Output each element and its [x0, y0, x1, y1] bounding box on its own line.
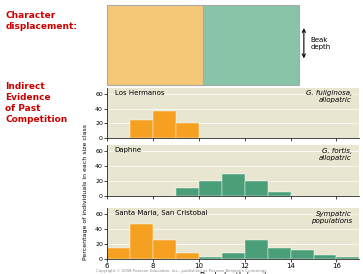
Bar	[268, 192, 290, 196]
X-axis label: Beak depth (mm): Beak depth (mm)	[200, 272, 267, 274]
Text: G. fortis,
allopatric: G. fortis, allopatric	[319, 148, 352, 161]
Text: Daphne: Daphne	[115, 147, 142, 153]
Bar	[245, 240, 268, 259]
Text: Copyright © 2008 Pearson Education, Inc., publishing as Pearson Benjamin Cumming: Copyright © 2008 Pearson Education, Inc.…	[96, 269, 267, 273]
Bar	[130, 224, 153, 259]
Text: Santa Maria, San Cristobal: Santa Maria, San Cristobal	[115, 210, 207, 216]
Bar	[107, 5, 203, 85]
Bar	[268, 248, 290, 259]
Bar	[153, 240, 176, 259]
Bar	[153, 111, 176, 138]
Bar	[199, 257, 222, 259]
Text: Percentage of individuals in each size class: Percentage of individuals in each size c…	[83, 124, 88, 260]
Text: Sympatric
populations: Sympatric populations	[311, 211, 352, 224]
Bar	[203, 5, 299, 85]
Bar	[199, 181, 222, 196]
Bar	[222, 173, 245, 196]
Text: G. fuliginosa,
allopatric: G. fuliginosa, allopatric	[306, 90, 352, 103]
Bar	[245, 181, 268, 196]
Text: Beak
depth: Beak depth	[310, 37, 330, 50]
Bar	[337, 258, 359, 259]
Bar	[314, 255, 337, 259]
Text: Character
displacement:: Character displacement:	[5, 11, 77, 31]
Bar	[176, 253, 199, 259]
Bar	[176, 124, 199, 138]
Bar	[107, 248, 130, 259]
Bar	[176, 189, 199, 196]
Text: Indirect
Evidence
of Past
Competition: Indirect Evidence of Past Competition	[5, 82, 68, 124]
Bar	[130, 120, 153, 138]
Bar	[290, 250, 314, 259]
Bar	[222, 253, 245, 259]
Text: Los Hermanos: Los Hermanos	[115, 90, 164, 96]
